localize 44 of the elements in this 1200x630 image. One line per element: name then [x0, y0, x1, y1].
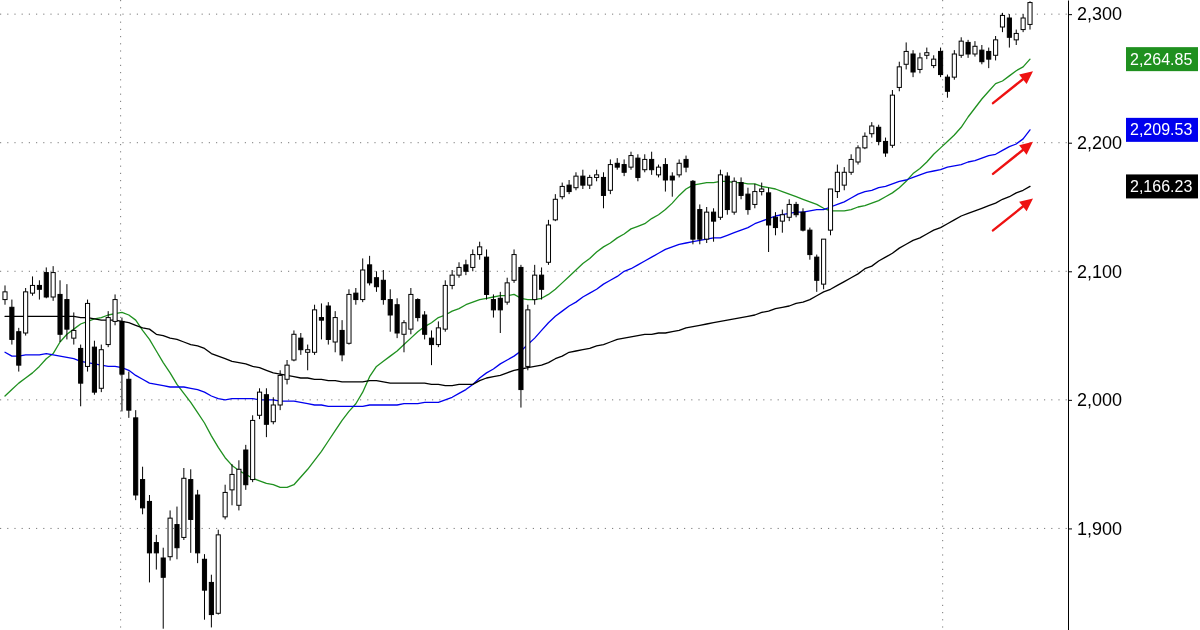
candlestick [539, 266, 545, 301]
candlestick [380, 269, 386, 306]
candlestick [876, 124, 882, 146]
text: 2,209.53 [1130, 121, 1193, 139]
candlestick [649, 151, 655, 176]
candlestick [834, 164, 840, 199]
candlestick [1006, 13, 1012, 49]
text: 2,166.23 [1130, 178, 1193, 196]
y-tick-label: 2,300 [1077, 4, 1123, 25]
candlestick [477, 241, 483, 261]
candlestick [2, 284, 8, 306]
line-series [4, 58, 1031, 488]
candlestick [993, 35, 999, 61]
candlestick [428, 329, 435, 366]
candlestick [779, 209, 785, 234]
candlestick [552, 193, 558, 222]
candlestick [882, 137, 889, 158]
candlestick [710, 207, 717, 243]
y-tick-label: 2,000 [1077, 390, 1123, 411]
line-series [4, 129, 1031, 407]
candlestick [71, 311, 77, 346]
candlestick [772, 211, 779, 236]
candlestick [944, 74, 951, 99]
candlestick [999, 12, 1006, 33]
candlestick [36, 279, 42, 301]
candlestick [367, 255, 373, 286]
candlestick [435, 320, 441, 348]
candlestick [153, 534, 159, 571]
candlestick [896, 61, 902, 92]
text: 2,264.85 [1130, 50, 1193, 68]
candlestick [600, 171, 607, 209]
candlestick [256, 387, 263, 420]
y-tick-label: 2,100 [1077, 261, 1123, 282]
candlestick [814, 254, 820, 293]
candlestick [938, 47, 944, 78]
candlestick [29, 275, 36, 297]
y-tick-label: 1,900 [1077, 518, 1123, 539]
candlestick [662, 157, 668, 193]
candlestick [422, 310, 428, 340]
candlestick [490, 293, 496, 319]
candlestick [318, 302, 325, 340]
y-tick-label: 2,200 [1077, 132, 1123, 153]
candlestick [373, 270, 380, 293]
candlestick [160, 547, 166, 630]
